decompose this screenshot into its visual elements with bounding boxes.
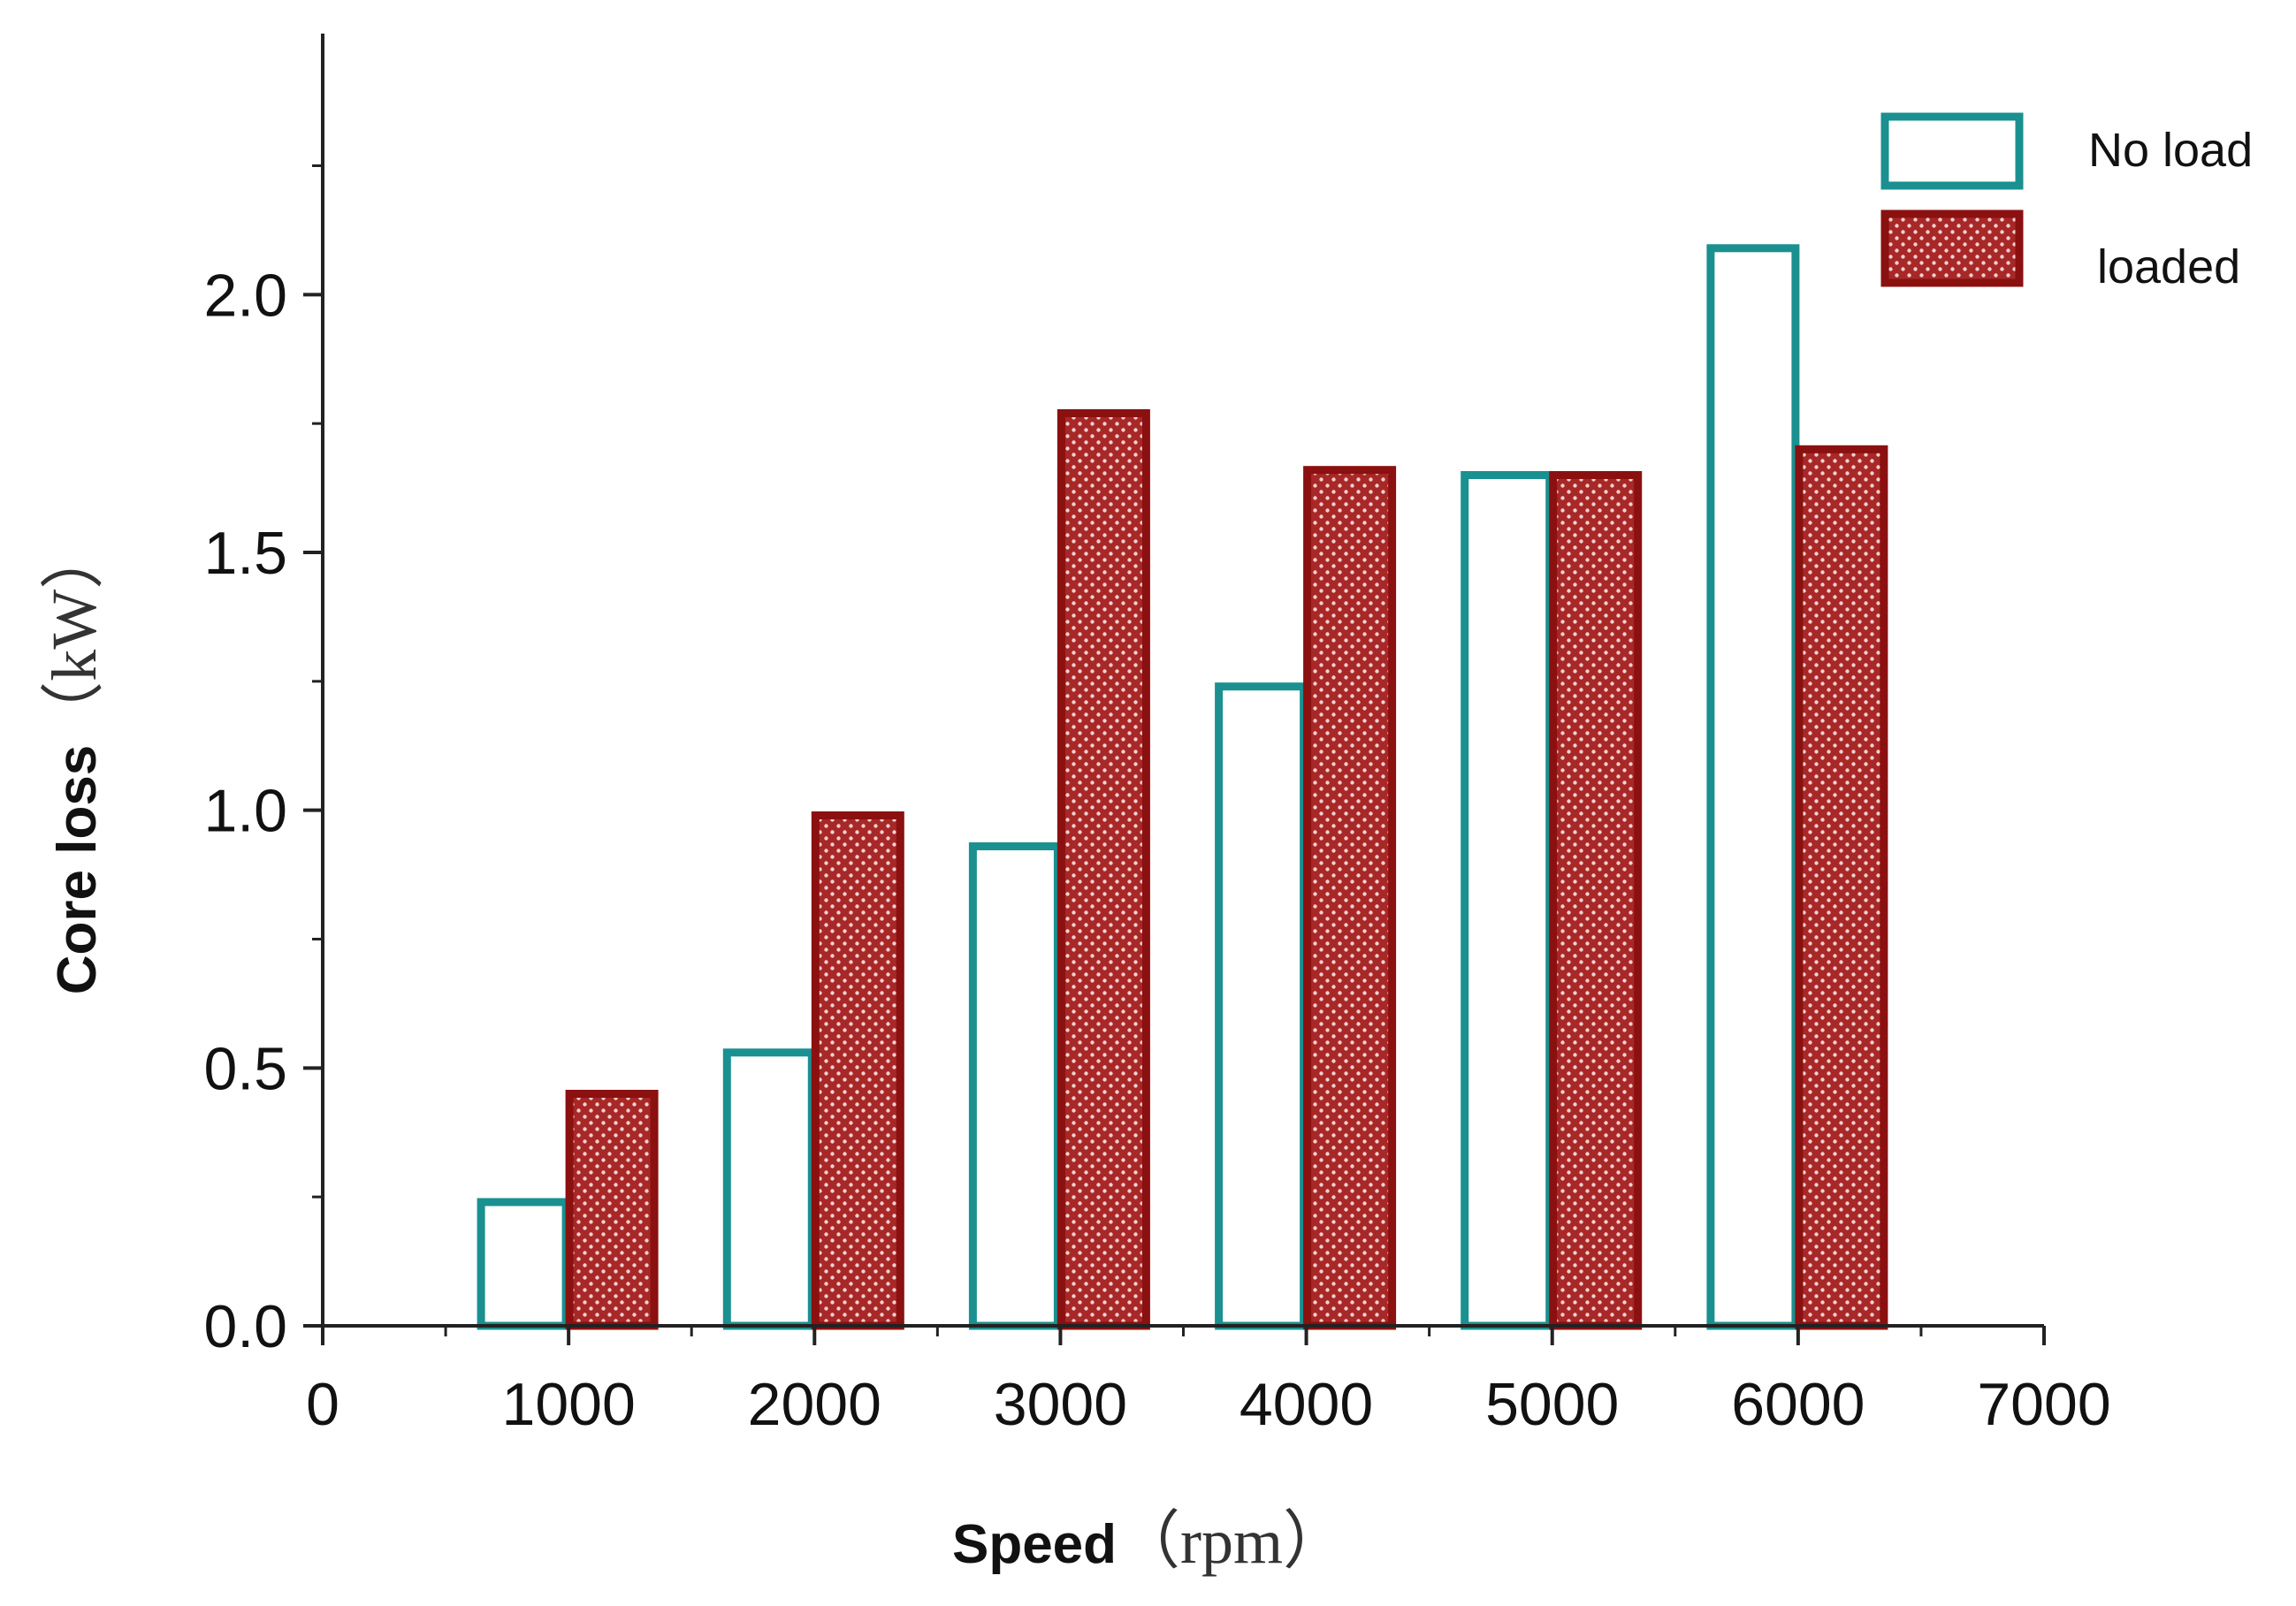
x-ticks: 0 1000 2000 3000 4000 5000 6000 7000 [306, 1326, 2111, 1438]
bar-loaded-5000 [1549, 471, 1643, 1330]
bar-no-load-1000 [477, 1198, 570, 1330]
x-tick-label: 6000 [1731, 1371, 1865, 1438]
x-axis-title: Speed（rpm） [952, 1506, 1346, 1577]
legend: No load loaded [1880, 112, 2253, 293]
bar-loaded-2000 [811, 811, 904, 1330]
bar-no-load-5000 [1461, 471, 1554, 1330]
y-tick-label: 0.5 [203, 1035, 287, 1102]
x-tick-label: 0 [306, 1371, 339, 1438]
bar-no-load-2000 [722, 1048, 816, 1330]
legend-swatch-no-load [1880, 112, 2024, 190]
bar-no-load-6000 [1706, 244, 1800, 1330]
bars-group [477, 244, 1888, 1330]
bar-loaded-1000 [565, 1090, 659, 1330]
bar-loaded-6000 [1795, 445, 1888, 1330]
y-axis-title: Core loss（kW） [39, 526, 110, 995]
y-tick-label: 0.0 [203, 1293, 287, 1360]
y-tick-label: 1.5 [203, 520, 287, 587]
bar-loaded-3000 [1056, 409, 1150, 1330]
bar-loaded-4000 [1303, 466, 1397, 1330]
x-tick-label: 5000 [1485, 1371, 1619, 1438]
x-tick-label: 7000 [1977, 1371, 2110, 1438]
y-tick-label: 1.0 [203, 778, 287, 845]
bar-no-load-3000 [968, 842, 1062, 1330]
legend-swatch-loaded [1880, 209, 2024, 287]
x-axis-label: Speed [952, 1514, 1117, 1575]
x-tick-label: 1000 [502, 1371, 636, 1438]
y-axis-label: Core loss [47, 745, 108, 995]
x-tick-label: 3000 [994, 1371, 1127, 1438]
y-tick-label: 2.0 [203, 262, 287, 329]
legend-label-loaded: loaded [2097, 240, 2240, 293]
legend-label-no-load: No load [2088, 124, 2253, 177]
y-axis-unit: （kW） [39, 526, 110, 745]
x-axis-unit: （rpm） [1117, 1506, 1346, 1577]
bar-no-load-4000 [1215, 682, 1308, 1330]
x-tick-label: 2000 [748, 1371, 881, 1438]
y-ticks: 0.0 0.5 1.0 1.5 2.0 [203, 164, 323, 1360]
x-tick-label: 4000 [1240, 1371, 1373, 1438]
